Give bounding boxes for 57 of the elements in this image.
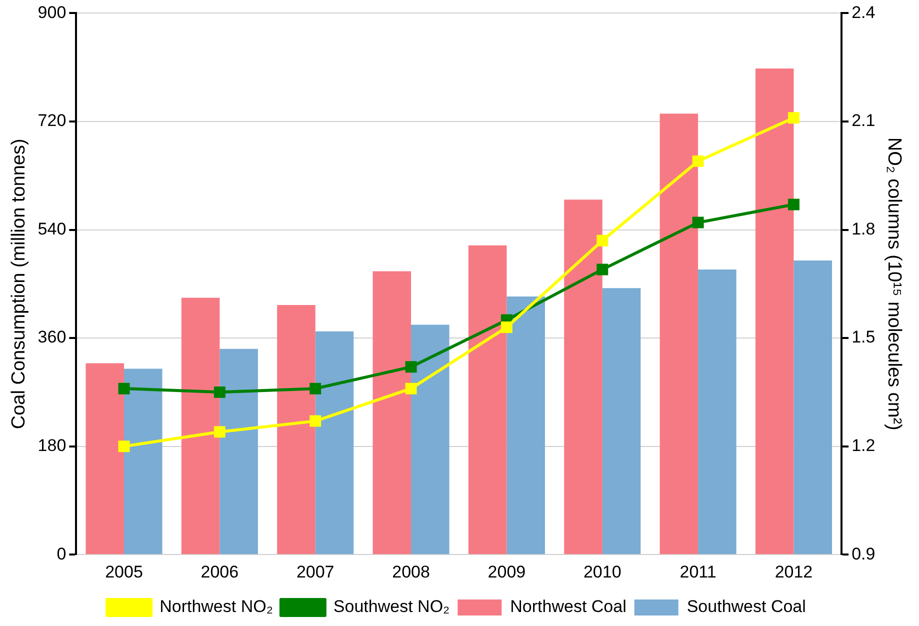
legend-label: Southwest NO₂ [333, 597, 450, 616]
bar [602, 288, 641, 554]
bar [468, 245, 507, 554]
point [214, 426, 226, 438]
y-tick-label: 540 [38, 219, 66, 238]
bar [372, 271, 412, 554]
bar [124, 368, 162, 554]
point [788, 112, 800, 124]
bar [660, 114, 698, 554]
point [405, 382, 417, 394]
point [692, 216, 704, 228]
bar [564, 200, 602, 554]
y2-tick-label: 1.2 [852, 436, 876, 456]
point [405, 361, 417, 373]
x-tick-label: 2012 [774, 562, 813, 582]
legend-label: Northwest NO₂ [160, 597, 273, 616]
bar [86, 363, 124, 554]
x-tick-label: 2011 [680, 562, 716, 582]
y2-tick-label: 2.4 [852, 2, 876, 22]
x-tick-label: 2005 [105, 562, 143, 582]
bar [220, 348, 258, 554]
bar [411, 324, 450, 554]
y2-tick-label: 1.5 [852, 328, 876, 347]
point [118, 382, 130, 394]
y-tick-label: 900 [38, 2, 66, 22]
y-tick-label: 0 [56, 544, 66, 564]
y-axis-title: Coal Consumption (million tonnes) [8, 138, 30, 430]
bar [794, 260, 832, 554]
bar [181, 298, 220, 554]
point [310, 382, 322, 394]
y2-tick-label: 0.9 [852, 544, 876, 564]
x-tick-label: 2008 [392, 562, 430, 582]
legend-label: Northwest Coal [510, 597, 626, 616]
y2-tick-label: 2.1 [852, 111, 876, 130]
legend-label: Southwest Coal [686, 597, 806, 616]
y-tick-label: 720 [38, 111, 66, 130]
bar [277, 304, 316, 554]
x-tick-label: 2006 [200, 562, 239, 582]
bar [698, 269, 736, 554]
bar [315, 331, 354, 554]
point [788, 198, 800, 210]
point [596, 234, 608, 246]
y-tick-label: 360 [38, 328, 66, 347]
point [500, 321, 512, 333]
bar [506, 296, 545, 554]
y-tick-label: 180 [38, 436, 66, 456]
point [310, 415, 322, 427]
x-tick-label: 2009 [488, 562, 526, 582]
y2-tick-label: 1.8 [852, 219, 876, 238]
point [118, 440, 130, 452]
y2-axis-title: NO₂ columns (10¹⁵ molecules cm²) [883, 137, 904, 430]
x-tick-label: 2010 [583, 562, 622, 582]
x-tick-label: 2007 [296, 562, 334, 582]
point [214, 386, 226, 398]
bar [755, 68, 794, 554]
point [596, 264, 608, 276]
point [692, 155, 704, 167]
